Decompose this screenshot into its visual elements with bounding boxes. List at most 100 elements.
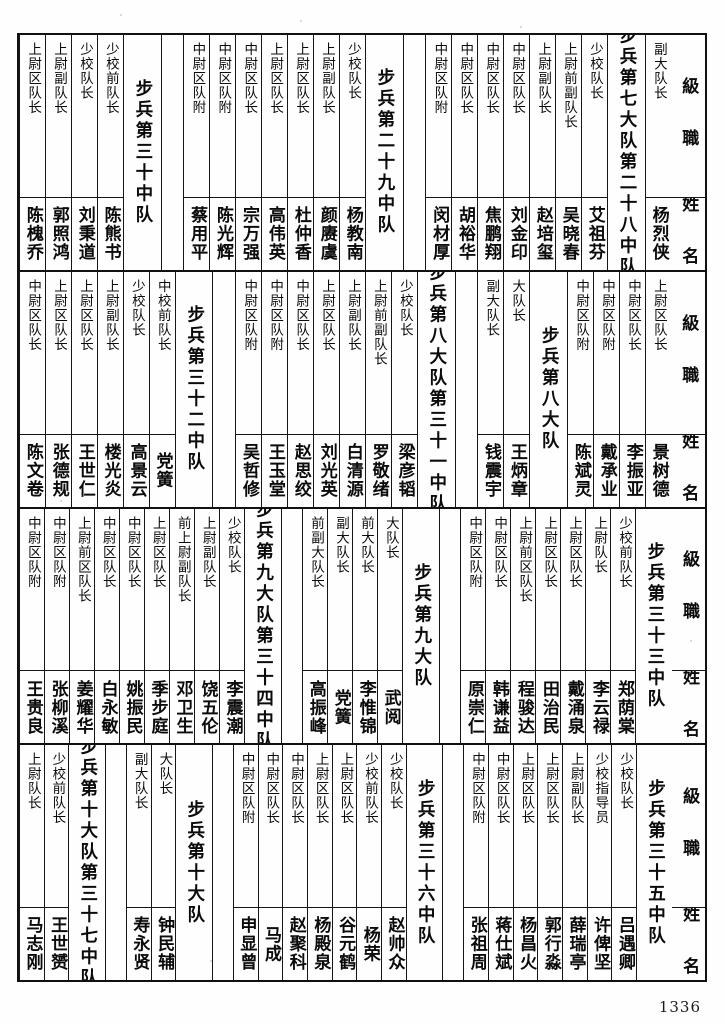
roster-entry: 中尉区队附 戴承业 (592, 271, 619, 507)
person-name: 吴哲修 (238, 442, 259, 499)
scan-speckle (120, 14, 122, 16)
separator-lower-cell (404, 198, 426, 270)
roster-entry: 上尉前副队长 罗敬绪 (364, 271, 391, 507)
name-cell: 王世赟 (44, 907, 69, 980)
rank-text: 上尉前区队长 (516, 515, 533, 603)
roster-entry: 中尉区队附 张祖周 (463, 745, 489, 980)
rank-cell: 上尉区队长 (314, 272, 339, 434)
name-cell: 杜仲香 (287, 196, 313, 270)
separator-upper-cell (443, 745, 463, 908)
rank-cell: 上尉队长 (20, 745, 44, 907)
separator-upper-cell (440, 509, 461, 672)
roster-entry: 上尉区队长 陈槐乔 (18, 35, 45, 270)
rank-cell: 中尉区队长 (283, 745, 307, 907)
unit-label-column: 步兵第三十中队 (122, 35, 161, 270)
unit-label-wrap: 步兵第三十五中队 (637, 745, 672, 980)
rank-text: 中尉区队附 (215, 42, 232, 115)
header-name-label: 姓 名 (678, 670, 699, 744)
scan-speckle (660, 300, 662, 302)
roster-entry: 中尉区队长 陈文卷 (18, 271, 45, 507)
rank-cell: 中尉区队附 (262, 272, 287, 434)
rank-text: 中尉区队长 (483, 42, 500, 115)
header-name-label: 姓 名 (678, 196, 699, 270)
rank-cell: 副大队长 (127, 745, 151, 907)
person-name: 赵思绞 (290, 442, 311, 499)
roster-entry: 上尉队长 马志刚 (19, 745, 44, 980)
name-cell: 赵培玺 (529, 196, 555, 270)
name-cell: 杨教南 (339, 196, 365, 270)
unit-name: 步兵第三十中队 (132, 78, 153, 226)
roster-entry: 少校队长 刘秉道 (70, 35, 97, 270)
group-separator-column (104, 745, 126, 980)
name-cell: 刘金印 (503, 196, 529, 270)
name-cell: 刘光英 (313, 433, 339, 507)
person-name: 钟民辅 (154, 916, 175, 972)
name-cell: 许俾坚 (587, 907, 612, 980)
unit-name: 步兵第三十五中队 (645, 778, 666, 947)
rank-cell: 中尉区队附 (236, 272, 261, 434)
rank-cell: 大队长 (152, 745, 176, 907)
person-name: 王世赟 (47, 916, 68, 972)
rank-text: 中尉区队长 (624, 278, 641, 352)
rank-text: 少校前队长 (362, 752, 379, 825)
separator-lower-cell (440, 671, 461, 743)
rank-text: 中尉区队长 (124, 515, 141, 589)
rank-text: 上尉区队长 (25, 42, 42, 115)
roster-entry: 上尉区队长 景树德 (644, 271, 671, 507)
person-name: 宗万强 (238, 206, 259, 262)
rank-text: 上尉副队长 (535, 42, 552, 115)
rank-cell: 中尉区队长 (504, 35, 529, 197)
roster-entry: 中尉区队附 申显曾 (232, 745, 258, 980)
name-cell: 李云禄 (586, 670, 611, 743)
name-cell: 艾祖芬 (581, 196, 607, 270)
name-cell: 王贵良 (20, 670, 45, 743)
unit-label-column: 步兵第八大队第三十一中队 (416, 271, 455, 507)
rank-cell: 上尉前区队长 (70, 509, 94, 671)
rank-text: 上尉区队长 (337, 752, 354, 825)
unit-name: 步兵第七大队第二十八中队 (616, 35, 637, 270)
scan-speckle (400, 760, 402, 762)
person-name: 白清源 (342, 442, 363, 499)
roster-entry: 上尉区队长 杨殿泉 (307, 745, 332, 980)
rank-text: 中尉区队附 (267, 278, 284, 352)
roster-entry: 中尉区队长 刘金印 (502, 35, 529, 270)
roster-entry: 中尉区队附 张柳溪 (44, 508, 70, 744)
roster-entry: 副大队长 党簧 (327, 508, 353, 744)
name-cell: 王炳章 (503, 433, 529, 507)
table-band: 級 職姓 名副大队长 杨烈侠 步兵第七大队第二十八中队 少校队长 艾祖芬 上尉前副队长 吴晓… (18, 35, 705, 272)
header-rank-cell: 級 職 (672, 745, 705, 907)
name-cell: 寿永贤 (127, 907, 151, 980)
unit-label-column: 步兵第八大队 (528, 271, 567, 507)
rank-cell: 少校前队长 (98, 35, 123, 197)
unit-name: 步兵第十大队 (184, 799, 205, 926)
person-name: 王贵良 (22, 679, 43, 736)
rank-cell: 上尉副队长 (314, 35, 339, 197)
name-cell: 白清源 (339, 433, 365, 507)
name-cell: 王玉堂 (261, 433, 287, 507)
name-cell: 赵帅众 (382, 907, 406, 980)
person-name: 张德规 (48, 442, 69, 499)
person-name: 高伟英 (264, 206, 285, 262)
roster-entry: 前副大队长 高振峰 (302, 508, 328, 744)
person-name: 艾祖芬 (584, 206, 605, 262)
rank-cell: 上尉区队长 (46, 272, 71, 434)
rank-text: 副大队长 (332, 515, 349, 574)
rank-cell: 上尉区队长 (538, 745, 562, 907)
rank-text: 大队长 (156, 752, 173, 796)
header-name-label: 姓 名 (678, 433, 699, 507)
separator-lower-cell (282, 671, 303, 743)
rank-text: 中尉区队长 (493, 752, 510, 825)
unit-label-column: 步兵第七大队第二十八中队 (606, 35, 645, 270)
rank-text: 上尉区队长 (566, 515, 583, 589)
unit-label-wrap: 步兵第十大队第三十七中队 (69, 745, 104, 980)
name-cell: 颜赓虞 (313, 196, 339, 270)
roster-entry: 中尉区队附 王贵良 (19, 508, 45, 744)
rank-text: 中尉区队附 (24, 515, 41, 589)
person-name: 赵帅众 (384, 916, 405, 972)
header-name-cell: 姓 名 (672, 907, 705, 980)
group-separator-column (212, 271, 235, 507)
roster-entry: 少校队长 梁彦韬 (390, 271, 417, 507)
roster-entry: 中尉区队附 闵材厚 (425, 35, 452, 270)
rank-cell: 上尉副队长 (563, 745, 587, 907)
